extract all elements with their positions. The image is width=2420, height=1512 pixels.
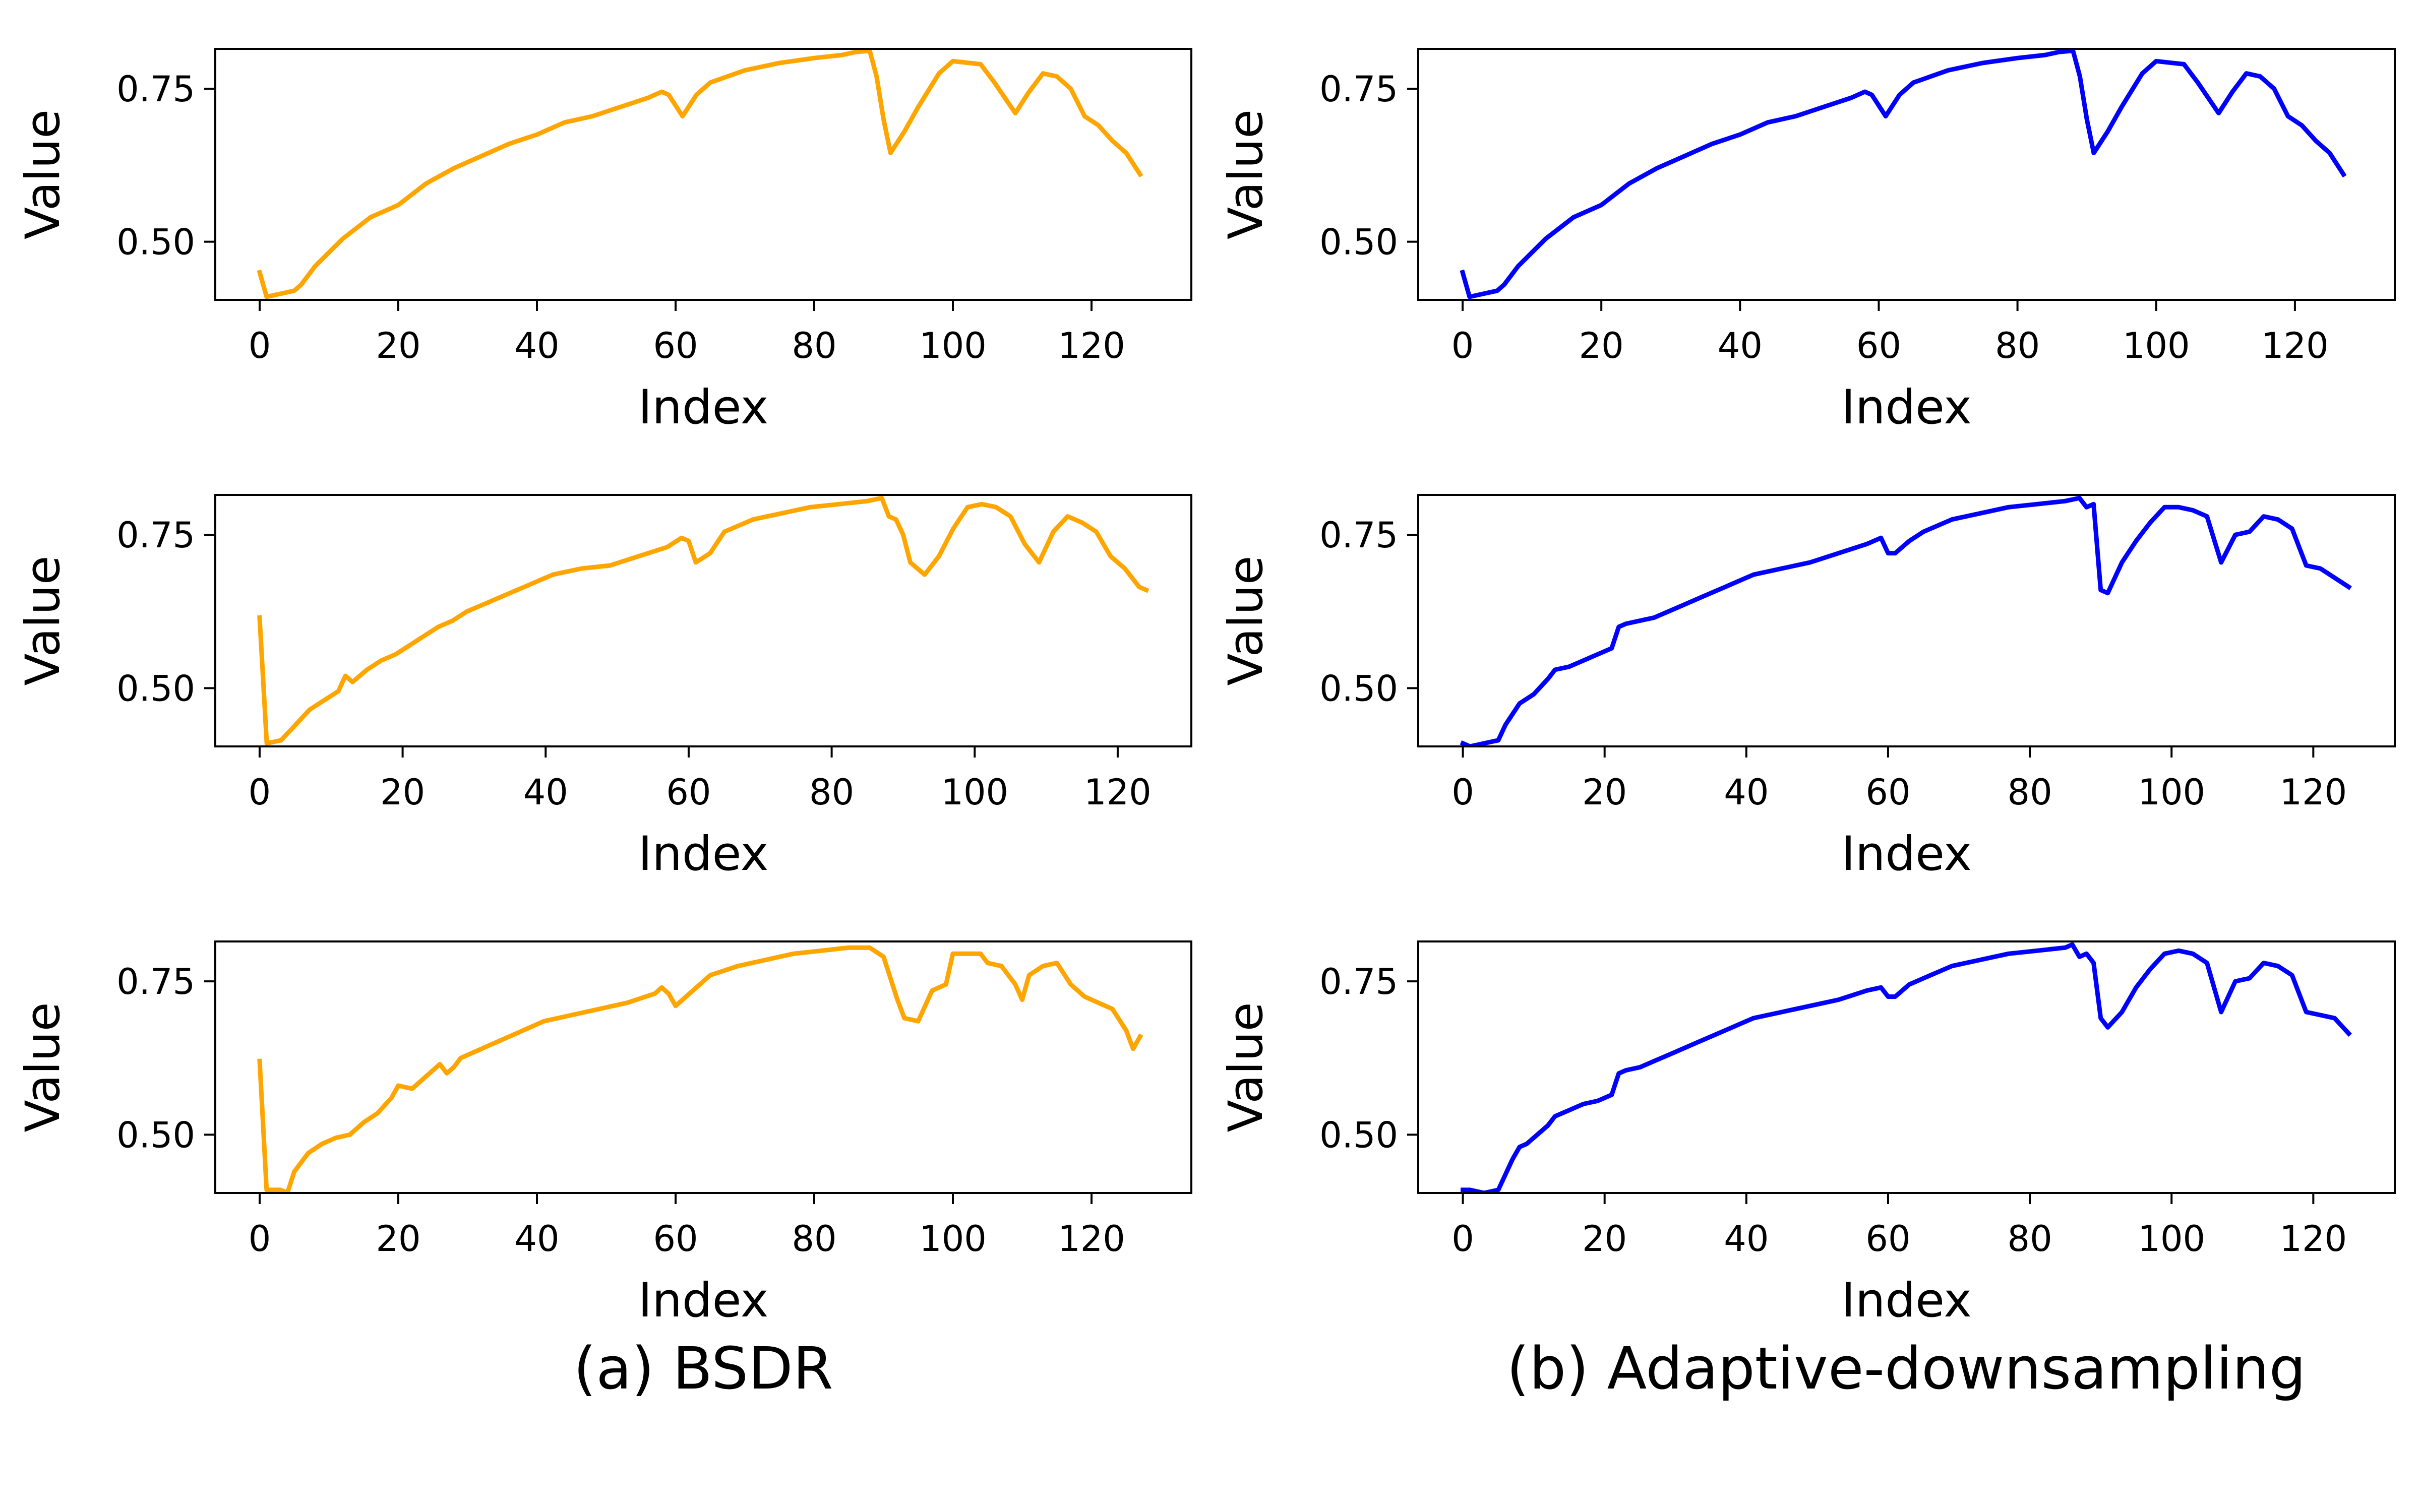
y-tick-label: 0.75 <box>116 69 195 110</box>
plot-frame <box>1417 48 2396 301</box>
y-axis-label: Value <box>1219 109 1274 239</box>
y-axis-label: Value <box>1219 1002 1274 1132</box>
x-tick-label: 40 <box>1724 1218 1769 1259</box>
x-tick-label: 0 <box>1451 325 1474 366</box>
y-tick-label: 0.50 <box>1319 1114 1398 1156</box>
x-tick-label: 40 <box>1718 325 1763 366</box>
y-tick-label: 0.75 <box>116 515 195 556</box>
x-tick-label: 60 <box>1865 1218 1910 1259</box>
x-tick-label: 40 <box>523 772 568 813</box>
plot-frame <box>214 940 1192 1194</box>
x-tick-label: 80 <box>2008 772 2052 813</box>
y-axis-label: Value <box>16 1002 71 1132</box>
y-tick-label: 0.50 <box>1319 222 1398 263</box>
series-line <box>1461 942 2352 1193</box>
chart-panel-2: 0 20 40 60 80 100 120 0.50 0.75 Index Value <box>1219 48 2396 435</box>
x-tick-label: 100 <box>941 772 1008 813</box>
y-tick-label: 0.75 <box>116 961 195 1002</box>
x-tick-label: 100 <box>919 1218 987 1259</box>
x-tick-label: 120 <box>1058 325 1125 366</box>
x-tick-label: 60 <box>653 1218 698 1259</box>
x-tick-label: 100 <box>2138 772 2205 813</box>
y-tick-label: 0.50 <box>116 222 195 263</box>
x-tick-label: 40 <box>514 1218 559 1259</box>
series-line <box>257 495 1150 746</box>
y-tick-label: 0.50 <box>1319 668 1398 709</box>
x-tick-label: 80 <box>792 1218 836 1259</box>
chart-panel-6: 0 20 40 60 80 100 120 0.50 0.75 Index Value <box>1219 940 2396 1328</box>
y-axis-label: Value <box>16 109 71 239</box>
x-axis-label: Index <box>638 827 769 881</box>
chart-panel-5: 0 20 40 60 80 100 120 0.50 0.75 Index Value <box>16 940 1192 1328</box>
x-tick-label: 100 <box>919 325 987 366</box>
x-tick-label: 60 <box>653 325 698 366</box>
y-axis-label: Value <box>1219 555 1274 685</box>
chart-panel-4: 0 20 40 60 80 100 120 0.50 0.75 Index Value <box>1219 494 2396 881</box>
chart-panel-3: 0 20 40 60 80 100 120 0.50 0.75 Index Value <box>16 494 1192 881</box>
subfigure-caption-b: (b) Adaptive-downsampling <box>1506 1335 2306 1403</box>
x-tick-label: 0 <box>1451 1218 1474 1259</box>
x-tick-label: 0 <box>1451 772 1474 813</box>
x-tick-label: 60 <box>1865 772 1910 813</box>
x-tick-label: 40 <box>514 325 559 366</box>
series-line <box>257 49 1143 299</box>
x-tick-label: 40 <box>1724 772 1769 813</box>
chart-panel-1: 0 20 40 60 80 100 120 0.50 0.75 Index Value <box>16 48 1192 435</box>
x-tick-label: 20 <box>380 772 425 813</box>
subfigure-caption-a: (a) BSDR <box>573 1335 833 1403</box>
y-tick-label: 0.75 <box>1319 515 1398 556</box>
y-tick-label: 0.75 <box>1319 961 1398 1002</box>
x-tick-label: 20 <box>1582 772 1627 813</box>
x-tick-label: 120 <box>2280 1218 2347 1259</box>
series-line <box>257 945 1143 1193</box>
x-tick-label: 80 <box>2008 1218 2052 1259</box>
x-axis-label: Index <box>638 1273 769 1328</box>
x-axis-label: Index <box>638 380 769 435</box>
x-tick-label: 20 <box>376 1218 420 1259</box>
y-tick-label: 0.75 <box>1319 69 1398 110</box>
x-tick-label: 20 <box>376 325 420 366</box>
x-tick-label: 80 <box>809 772 854 813</box>
x-tick-label: 20 <box>1582 1218 1627 1259</box>
x-tick-label: 80 <box>792 325 836 366</box>
x-tick-label: 100 <box>2138 1218 2205 1259</box>
x-tick-label: 60 <box>666 772 711 813</box>
x-tick-label: 120 <box>1084 772 1152 813</box>
plot-frame <box>1417 494 2396 747</box>
x-tick-label: 100 <box>2123 325 2190 366</box>
series-line <box>1460 49 2347 299</box>
x-axis-label: Index <box>1841 380 1972 435</box>
x-tick-label: 80 <box>1995 325 2040 366</box>
plot-frame <box>214 48 1192 301</box>
plot-frame <box>214 494 1192 747</box>
plot-frame <box>1417 940 2396 1194</box>
x-axis-label: Index <box>1841 827 1972 881</box>
x-tick-label: 0 <box>249 1218 271 1259</box>
series-line <box>1460 495 2352 746</box>
x-tick-label: 120 <box>1058 1218 1125 1259</box>
y-tick-label: 0.50 <box>116 1114 195 1156</box>
x-tick-label: 0 <box>249 772 271 813</box>
x-tick-label: 20 <box>1579 325 1624 366</box>
x-axis-label: Index <box>1841 1273 1972 1328</box>
x-tick-label: 60 <box>1856 325 1901 366</box>
y-tick-label: 0.50 <box>116 668 195 709</box>
x-tick-label: 0 <box>249 325 271 366</box>
x-tick-label: 120 <box>2261 325 2329 366</box>
y-axis-label: Value <box>16 555 71 685</box>
x-tick-label: 120 <box>2280 772 2347 813</box>
